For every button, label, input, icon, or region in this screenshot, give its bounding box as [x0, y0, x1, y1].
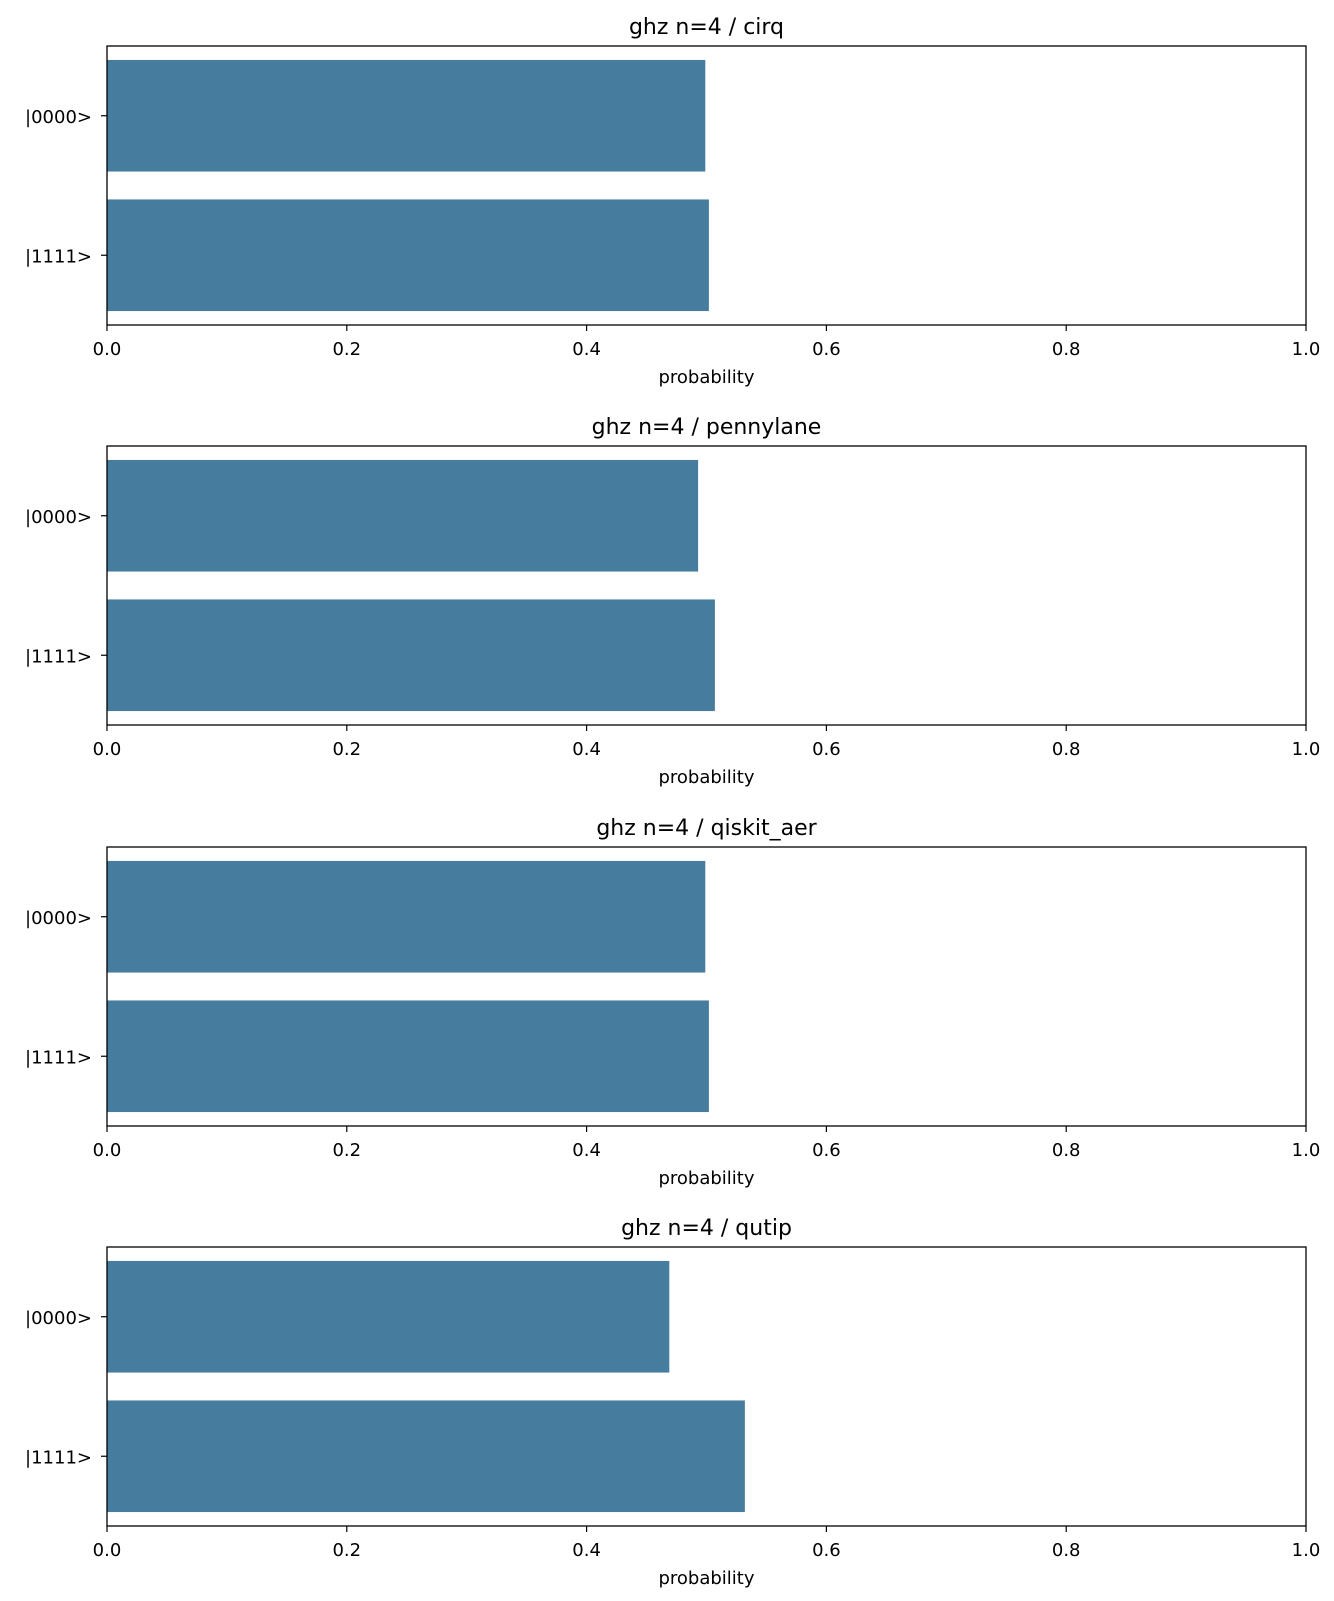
x-tick-label: 0.4	[572, 1540, 601, 1561]
axes-frame	[106, 1246, 1307, 1527]
x-tick-label: 0.2	[332, 739, 361, 760]
y-tick-label: |1111>	[25, 246, 92, 267]
x-tick-label: 0.6	[812, 1540, 841, 1561]
x-tick-label: 0.8	[1052, 1540, 1081, 1561]
x-tick-label: 0.6	[812, 1140, 841, 1161]
x-tick-label: 0.2	[332, 1540, 361, 1561]
y-tick-label: |1111>	[25, 646, 92, 667]
bar	[107, 459, 699, 572]
subplot-3: ghz n=4 / qiskit_aer |0000> |1111> 0.0 0.2 0.…	[25, 816, 1320, 1189]
bar	[107, 1000, 709, 1113]
x-tick-label: 0.2	[332, 1140, 361, 1161]
axes-frame	[106, 445, 1307, 726]
subplot-1: ghz n=4 / cirq |0000> |1111> 0.0 0.2 0.4 0.6 0.…	[25, 15, 1320, 388]
axes-frame	[106, 846, 1307, 1127]
bar	[107, 1260, 670, 1373]
axes-frame	[106, 45, 1307, 326]
chart-title: ghz n=4 / cirq	[629, 15, 784, 40]
x-tick-label: 0.0	[93, 1140, 122, 1161]
x-tick-label: 0.4	[572, 739, 601, 760]
x-tick-label: 1.0	[1292, 739, 1321, 760]
x-axis-label: probability	[658, 767, 754, 788]
y-tick-label: |0000>	[25, 908, 92, 929]
x-tick-label: 0.4	[572, 1140, 601, 1161]
x-tick-label: 0.8	[1052, 339, 1081, 360]
subplot-2: ghz n=4 / pennylane |0000> |1111> 0.0 0.2 0.4…	[25, 415, 1320, 788]
bar	[107, 599, 715, 712]
x-tick-label: 0.0	[93, 739, 122, 760]
x-tick-label: 0.6	[812, 339, 841, 360]
bar	[107, 199, 709, 312]
y-tick-label: |0000>	[25, 507, 92, 528]
x-axis-label: probability	[658, 1568, 754, 1589]
x-tick-label: 1.0	[1292, 339, 1321, 360]
x-axis-label: probability	[658, 367, 754, 388]
x-tick-label: 0.0	[93, 1540, 122, 1561]
bar	[107, 860, 706, 973]
y-tick-label: |0000>	[25, 107, 92, 128]
x-tick-label: 0.6	[812, 739, 841, 760]
y-tick-label: |1111>	[25, 1447, 92, 1468]
x-axis-label: probability	[658, 1168, 754, 1189]
bar	[107, 1400, 745, 1513]
subplot-4: ghz n=4 / qutip |0000> |1111> 0.0 0.2 0.4 0.6 0…	[25, 1216, 1320, 1589]
x-tick-label: 0.8	[1052, 1140, 1081, 1161]
x-tick-label: 0.8	[1052, 739, 1081, 760]
x-tick-label: 0.0	[93, 339, 122, 360]
x-tick-label: 1.0	[1292, 1140, 1321, 1161]
y-tick-label: |0000>	[25, 1308, 92, 1329]
y-tick-label: |1111>	[25, 1047, 92, 1068]
chart-title: ghz n=4 / pennylane	[592, 415, 822, 440]
x-tick-label: 0.4	[572, 339, 601, 360]
x-tick-label: 0.2	[332, 339, 361, 360]
chart-title: ghz n=4 / qiskit_aer	[596, 816, 817, 841]
chart-title: ghz n=4 / qutip	[621, 1216, 792, 1241]
x-tick-label: 1.0	[1292, 1540, 1321, 1561]
bar	[107, 59, 706, 172]
